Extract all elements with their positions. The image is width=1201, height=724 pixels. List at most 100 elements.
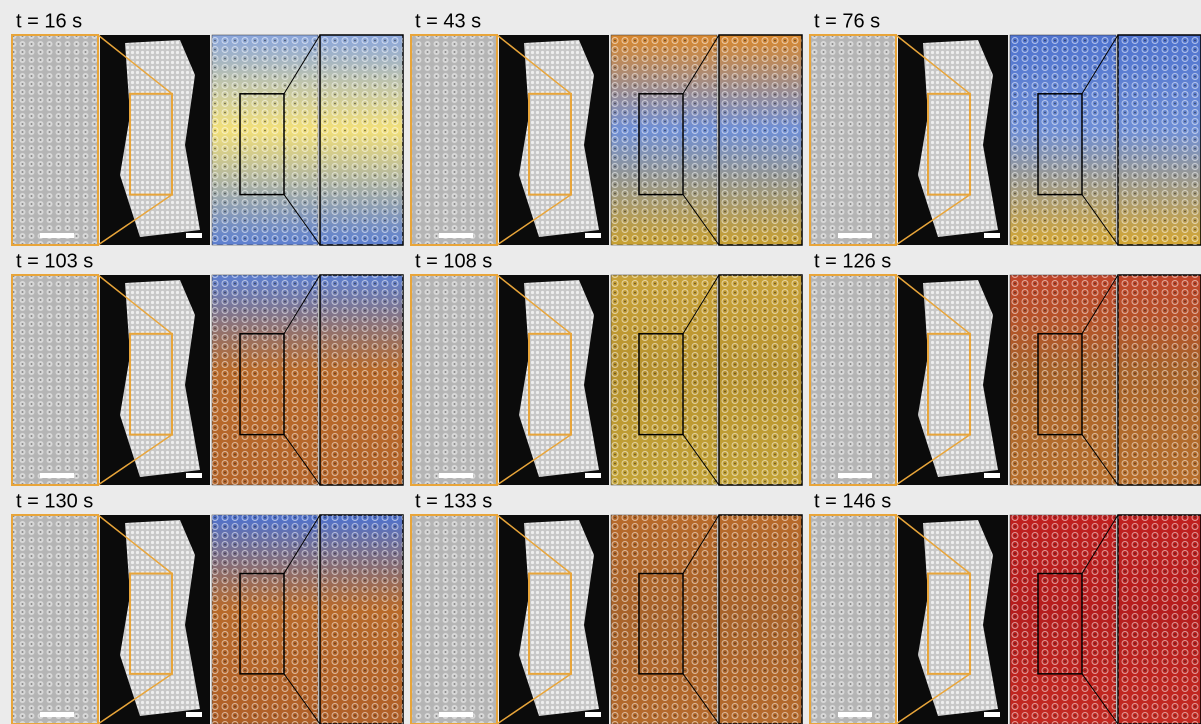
crystal-blob xyxy=(120,40,200,237)
roi-connector xyxy=(1081,434,1119,486)
roi-connector xyxy=(283,274,321,335)
roi-connector xyxy=(682,194,720,246)
voronoi-cells xyxy=(212,35,318,245)
zoom-micrograph xyxy=(809,274,897,486)
scale-bar xyxy=(984,233,1000,238)
roi-connector xyxy=(496,193,572,246)
roi-connector xyxy=(97,274,173,335)
crystal-blob xyxy=(120,520,200,716)
roi-connector xyxy=(283,673,321,724)
scale-bar xyxy=(984,473,1000,478)
time-label: t = 16 s xyxy=(16,10,82,32)
time-label: t = 43 s xyxy=(415,10,481,32)
roi-connector xyxy=(682,34,720,95)
crystal-blob xyxy=(918,280,998,477)
roi-connector xyxy=(682,274,720,335)
scale-bar xyxy=(186,233,202,238)
crystal-blob xyxy=(120,280,200,477)
crystal-blob xyxy=(519,40,599,237)
roi-connector xyxy=(496,673,572,724)
roi-connector xyxy=(283,34,321,95)
scale-bar xyxy=(984,712,1000,717)
zoom-micrograph xyxy=(410,514,498,724)
time-label: t = 130 s xyxy=(16,490,93,512)
roi-box xyxy=(528,92,572,196)
roi-box xyxy=(239,93,285,196)
roi-box xyxy=(1037,93,1083,196)
roi-connector xyxy=(97,433,173,486)
zoom-voronoi-cells xyxy=(320,515,403,724)
time-label: t = 126 s xyxy=(814,250,891,272)
roi-connector xyxy=(283,434,321,486)
roi-box xyxy=(638,93,684,196)
roi-connector xyxy=(496,514,572,575)
roi-connector xyxy=(1081,673,1119,724)
zoom-micrograph xyxy=(410,34,498,246)
zoom-voronoi-cells xyxy=(719,275,802,485)
zoom-micrograph xyxy=(11,514,99,724)
roi-box xyxy=(1037,333,1083,436)
roi-box xyxy=(927,332,971,436)
zoom-voronoi-cells xyxy=(719,35,802,245)
roi-connector xyxy=(283,514,321,574)
time-label: t = 103 s xyxy=(16,250,93,272)
roi-connector xyxy=(496,34,572,95)
voronoi-cells xyxy=(1010,35,1116,245)
zoom-voronoi-cells xyxy=(1118,275,1201,485)
scale-bar xyxy=(40,712,74,717)
roi-box xyxy=(1037,572,1083,675)
scale-bar xyxy=(585,233,601,238)
roi-connector xyxy=(895,274,971,335)
roi-connector xyxy=(895,514,971,575)
roi-connector xyxy=(1081,514,1119,574)
zoom-voronoi-cells xyxy=(320,275,403,485)
panel: t = 76 s xyxy=(809,10,1201,246)
crystal-blob xyxy=(519,280,599,477)
roi-connector xyxy=(682,434,720,486)
roi-connector xyxy=(97,514,173,575)
roi-connector xyxy=(283,194,321,246)
panel: t = 126 s xyxy=(809,250,1201,486)
scale-bar xyxy=(40,233,74,238)
roi-connector xyxy=(496,274,572,335)
roi-connector xyxy=(895,34,971,95)
roi-box xyxy=(528,332,572,436)
roi-connector xyxy=(97,673,173,724)
roi-connector xyxy=(682,514,720,574)
panel: t = 43 s xyxy=(410,10,803,246)
roi-box xyxy=(129,332,173,436)
scale-bar xyxy=(186,712,202,717)
crystal-blob xyxy=(918,520,998,716)
voronoi-cells xyxy=(1010,515,1116,724)
roi-connector xyxy=(1081,194,1119,246)
zoom-voronoi-cells xyxy=(719,515,802,724)
roi-connector xyxy=(97,34,173,95)
time-label: t = 108 s xyxy=(415,250,492,272)
roi-box xyxy=(638,333,684,436)
time-label: t = 76 s xyxy=(814,10,880,32)
zoom-micrograph xyxy=(809,34,897,246)
roi-connector xyxy=(97,193,173,246)
voronoi-cells xyxy=(611,275,717,485)
roi-box xyxy=(239,333,285,436)
panel: t = 146 s xyxy=(809,490,1201,724)
scale-bar xyxy=(439,712,473,717)
roi-box xyxy=(129,92,173,196)
roi-box xyxy=(927,572,971,675)
scale-bar xyxy=(838,233,872,238)
roi-box xyxy=(927,92,971,196)
panel: t = 103 s xyxy=(11,250,404,486)
roi-connector xyxy=(682,673,720,724)
voronoi-cells xyxy=(611,515,717,724)
voronoi-cells xyxy=(1010,275,1116,485)
zoom-voronoi-cells xyxy=(1118,515,1201,724)
voronoi-cells xyxy=(611,35,717,245)
roi-connector xyxy=(895,193,971,246)
scale-bar xyxy=(186,473,202,478)
roi-connector xyxy=(1081,274,1119,335)
scale-bar xyxy=(838,473,872,478)
roi-connector xyxy=(895,673,971,724)
roi-box xyxy=(528,572,572,675)
